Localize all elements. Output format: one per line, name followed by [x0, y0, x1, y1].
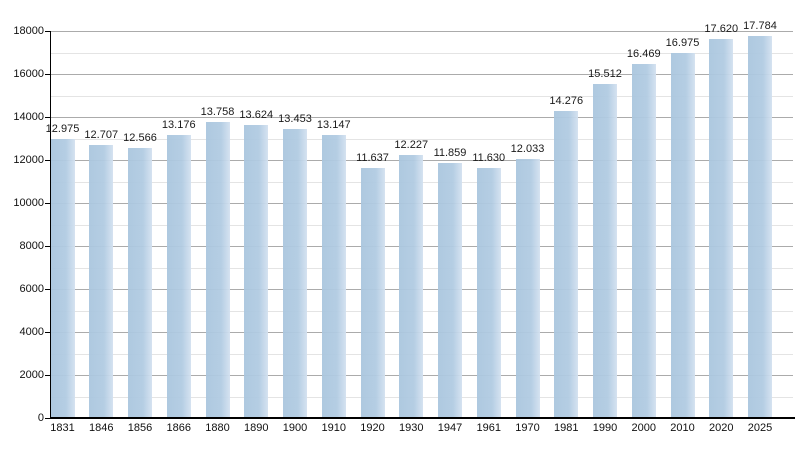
- y-axis-tick: [45, 332, 50, 333]
- bar-value-label: 13.624: [239, 109, 274, 121]
- bar-1920: [360, 168, 385, 418]
- bar-1961: [476, 168, 501, 418]
- y-axis-tick: [45, 246, 50, 247]
- y-axis-tick: [45, 375, 50, 376]
- bar-1831: [50, 139, 75, 418]
- gridline-minor: [50, 138, 793, 140]
- x-axis-tick-label: 1866: [166, 422, 191, 434]
- x-axis-tick-label: 2025: [747, 422, 773, 434]
- x-axis-tick-label: 2020: [709, 422, 734, 434]
- bar-1947: [438, 163, 462, 418]
- gridline-major: [50, 74, 793, 75]
- bar-2020: [709, 39, 734, 418]
- y-axis-tick: [45, 160, 50, 161]
- bar-value-label: 14.276: [549, 95, 584, 107]
- bar-value-label: 11.630: [472, 152, 506, 164]
- x-axis-tick-label: 1856: [127, 422, 153, 434]
- y-axis-tick-label: 14000: [13, 111, 44, 123]
- bar-2010: [670, 53, 695, 418]
- y-axis-tick: [45, 117, 50, 118]
- bar-value-label: 16.975: [665, 37, 700, 49]
- y-axis-tick-label: 4000: [19, 326, 44, 338]
- x-axis-line: [50, 417, 795, 419]
- y-axis-tick: [45, 289, 50, 290]
- bar-value-label: 17.784: [743, 20, 777, 32]
- y-axis-tick-label: 2000: [19, 369, 44, 381]
- y-axis-tick: [45, 203, 50, 204]
- bar-1910: [321, 135, 346, 418]
- gridline-minor: [50, 52, 793, 54]
- x-axis-tick-label: 1961: [476, 422, 501, 434]
- x-axis-tick-label: 1920: [360, 422, 385, 434]
- bar-1856: [128, 148, 152, 418]
- x-axis-tick-label: 1981: [554, 422, 579, 434]
- bar-1846: [89, 145, 114, 418]
- x-axis-tick-label: 1890: [244, 422, 269, 434]
- gridline-major: [50, 31, 793, 32]
- bar-value-label: 17.620: [704, 23, 739, 35]
- bar-value-label: 13.758: [200, 106, 235, 118]
- bar-value-label: 11.637: [356, 152, 389, 164]
- y-axis-tick-label: 12000: [13, 154, 44, 166]
- bar-1990: [593, 84, 617, 418]
- x-axis-tick-label: 1930: [399, 422, 424, 434]
- bar-1981: [554, 111, 579, 418]
- x-axis-tick-label: 1846: [89, 422, 114, 434]
- y-axis-tick-label: 10000: [13, 197, 44, 209]
- y-axis-tick-label: 8000: [19, 240, 44, 252]
- bar-value-label: 15.512: [588, 68, 622, 80]
- y-axis-tick-label: 16000: [13, 68, 44, 80]
- y-axis-tick-label: 6000: [19, 283, 44, 295]
- bar-value-label: 16.469: [626, 48, 661, 60]
- y-axis-tick: [45, 31, 50, 32]
- bar-1880: [205, 122, 230, 418]
- bar-1890: [244, 125, 269, 418]
- y-axis-tick-label: 18000: [13, 25, 44, 37]
- bars-layer: 12.975 12.707 12.566 13.176 13.758 13.624 13.4…: [46, 20, 793, 418]
- bar-1970: [515, 159, 540, 418]
- bar-2000: [631, 64, 656, 418]
- bar-value-label: 13.147: [316, 119, 351, 131]
- x-axis-tick-label: 1900: [282, 422, 308, 434]
- bar-1900: [283, 129, 307, 418]
- gridline-major: [50, 117, 793, 118]
- x-axis-tick-label: 1910: [321, 422, 346, 434]
- bar-1930: [399, 155, 424, 418]
- bar-1866: [166, 135, 191, 418]
- bar-value-label: 12.033: [510, 143, 545, 155]
- bar-value-label: 13.453: [278, 113, 312, 125]
- bar-value-label: 13.176: [161, 119, 196, 131]
- y-axis-tick: [45, 418, 50, 419]
- x-axis-tick-label: 1947: [437, 422, 463, 434]
- y-axis-tick: [45, 74, 50, 75]
- x-axis-tick-label: 1831: [50, 422, 75, 434]
- bar-value-label: 12.566: [123, 132, 157, 144]
- x-axis-tick-label: 1970: [515, 422, 540, 434]
- bar-value-label: 12.975: [45, 123, 80, 135]
- bar-2025: [748, 36, 772, 418]
- y-axis-tick-label: 0: [37, 412, 44, 424]
- gridline-minor: [50, 95, 793, 97]
- bar-value-label: 11.859: [433, 147, 467, 159]
- bar-value-label: 12.707: [84, 129, 119, 141]
- bar-value-label: 12.227: [394, 139, 429, 151]
- x-axis-tick-label: 2010: [670, 422, 695, 434]
- x-axis-tick-label: 2000: [631, 422, 656, 434]
- x-axis-tick-label: 1990: [592, 422, 618, 434]
- x-axis-tick-label: 1880: [205, 422, 230, 434]
